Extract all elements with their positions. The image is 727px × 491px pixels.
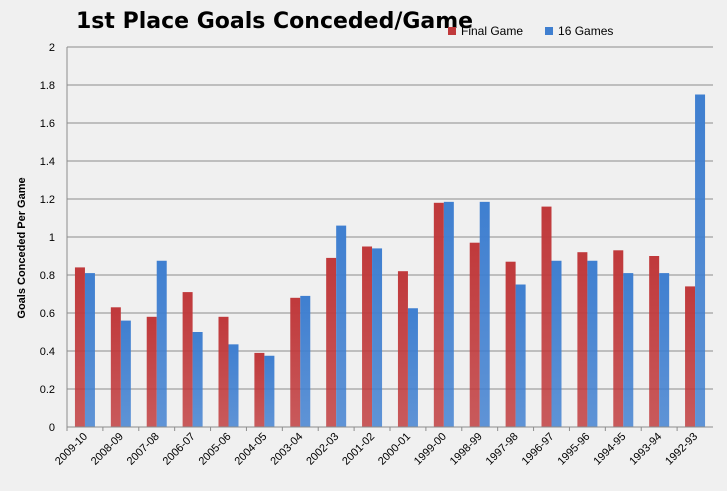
y-tick-label: 0.4 xyxy=(40,346,55,358)
x-tick-label: 2003-04 xyxy=(268,431,305,468)
bar-final-game xyxy=(74,267,85,427)
legend-swatch-16-games xyxy=(545,27,554,35)
bar-final-game xyxy=(110,307,121,427)
x-tick-label: 2009-10 xyxy=(53,431,90,468)
bar-final-game xyxy=(218,316,229,427)
bar-final-game xyxy=(685,286,696,427)
x-tick-label: 2000-01 xyxy=(376,431,413,468)
x-tick-label: 2005-06 xyxy=(197,431,234,468)
x-tick-label: 1997-98 xyxy=(484,431,521,468)
x-tick-label: 2006-07 xyxy=(161,431,198,468)
y-tick-label: 1.2 xyxy=(40,194,55,206)
bar-final-game xyxy=(290,297,301,427)
y-tick-label: 0.6 xyxy=(40,308,55,320)
legend-item-final-game: Final Game xyxy=(448,24,523,38)
bar-16-games xyxy=(84,273,95,427)
bar-final-game xyxy=(541,206,552,427)
y-tick-label: 0.2 xyxy=(40,384,55,396)
x-tick-label: 2002-03 xyxy=(304,431,341,468)
bar-final-game xyxy=(362,246,373,427)
x-tick-label: 2008-09 xyxy=(89,431,126,468)
x-tick-label: 2007-08 xyxy=(125,431,162,468)
x-tick-label: 1992-93 xyxy=(663,431,700,468)
bars xyxy=(74,94,706,427)
bar-16-games xyxy=(156,260,167,427)
axes xyxy=(66,47,713,428)
x-tick-label: 1994-95 xyxy=(591,431,628,468)
bar-16-games xyxy=(515,284,526,427)
bar-16-games xyxy=(336,225,347,427)
bar-16-games xyxy=(192,332,203,427)
bar-16-games xyxy=(623,273,634,427)
bar-final-game xyxy=(182,292,193,427)
bar-16-games xyxy=(120,320,131,427)
y-tick-label: 0 xyxy=(49,422,55,434)
bar-final-game xyxy=(505,261,516,427)
bar-final-game xyxy=(649,256,660,427)
gridlines xyxy=(67,46,713,428)
bar-final-game xyxy=(397,271,408,427)
x-tick-label: 1995-96 xyxy=(555,431,592,468)
bar-16-games xyxy=(228,344,239,427)
x-tick-label: 1993-94 xyxy=(627,431,664,468)
x-tick-label: 1996-97 xyxy=(520,431,557,468)
x-tick-label: 2001-02 xyxy=(340,431,377,468)
bar-16-games xyxy=(264,355,275,427)
bar-16-games xyxy=(372,248,383,427)
bar-16-games xyxy=(300,295,311,427)
bar-final-game xyxy=(146,316,157,427)
bar-16-games xyxy=(479,201,490,427)
bar-16-games xyxy=(443,201,454,427)
chart-title: 1st Place Goals Conceded/Game xyxy=(76,9,474,34)
x-tick-label: 2004-05 xyxy=(232,431,269,468)
y-tick-label: 1.6 xyxy=(40,118,55,130)
y-tick-labels: 0 0.2 0.4 0.6 0.8 1 1.2 1.4 1.6 1.8 2 xyxy=(40,42,55,434)
legend-label-final-game: Final Game xyxy=(461,24,524,38)
legend-label-16-games: 16 Games xyxy=(558,24,614,38)
legend-swatch-final-game xyxy=(448,27,456,35)
bar-16-games xyxy=(407,308,418,427)
y-tick-label: 2 xyxy=(49,42,55,54)
legend-item-16-games: 16 Games xyxy=(545,24,613,38)
y-tick-label: 1.4 xyxy=(40,156,55,168)
bar-16-games xyxy=(659,273,670,427)
bar-final-game xyxy=(254,352,265,427)
bar-final-game xyxy=(577,252,588,427)
x-tick-labels: 2009-102008-092007-082006-072005-062004-… xyxy=(53,427,700,468)
legend: Final Game 16 Games xyxy=(448,24,613,38)
bar-16-games xyxy=(587,260,598,427)
bar-16-games xyxy=(695,94,706,427)
y-tick-label: 1.8 xyxy=(40,80,55,92)
bar-final-game xyxy=(613,250,624,427)
y-tick-label: 1 xyxy=(49,232,55,244)
bar-final-game xyxy=(326,257,337,427)
bar-final-game xyxy=(469,242,480,427)
x-tick-label: 1998-99 xyxy=(448,431,485,468)
bar-final-game xyxy=(433,202,444,427)
x-tick-label: 1999-00 xyxy=(412,431,449,468)
y-tick-label: 0.8 xyxy=(40,270,55,282)
bar-16-games xyxy=(551,260,562,427)
